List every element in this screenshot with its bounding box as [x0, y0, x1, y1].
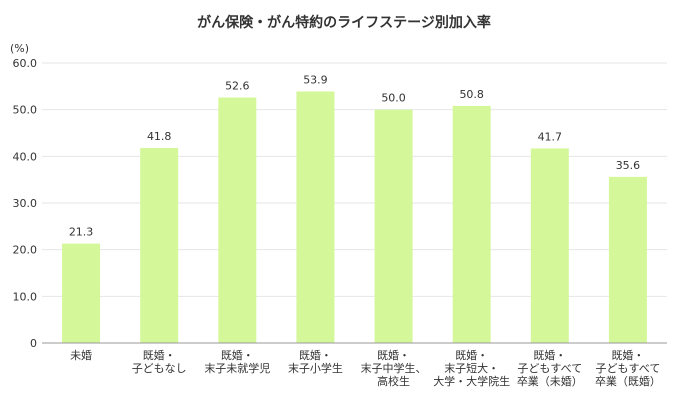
- x-category-label: 子どもすべて: [517, 362, 582, 375]
- x-category-label: 既婚・: [611, 348, 644, 362]
- y-axis-ticks: 0 10.0 20.0 30.0 40.0 50.0 60.0: [13, 57, 38, 350]
- x-category-label: 末子小学生: [288, 361, 343, 375]
- x-category-label: 既婚・: [377, 348, 410, 362]
- x-category-label: 既婚・: [221, 348, 254, 362]
- x-category-label: 大学・大学院生: [433, 374, 510, 388]
- bar: [218, 97, 257, 344]
- chart-title: がん保険・がん特約のライフステージ別加入率: [197, 14, 491, 31]
- y-tick-label: 10.0: [13, 290, 38, 303]
- data-labels: 21.3 41.8 52.6 53.9 50.0 50.8 41.7 35.6: [69, 73, 640, 238]
- x-category-label: 末子中学生、: [361, 361, 427, 375]
- data-label: 41.8: [147, 130, 172, 143]
- data-label: 53.9: [303, 73, 328, 86]
- x-category-label: 卒業（既婚）: [595, 374, 661, 388]
- data-label: 21.3: [69, 226, 94, 239]
- data-label: 41.7: [538, 130, 563, 143]
- bar: [374, 109, 413, 344]
- bar: [62, 243, 101, 343]
- bar: [140, 147, 179, 343]
- y-tick-label: 20.0: [13, 244, 38, 257]
- data-label: 50.8: [459, 88, 484, 101]
- y-tick-label: 50.0: [13, 104, 38, 117]
- x-category-label: 既婚・: [533, 348, 566, 362]
- y-tick-label: 30.0: [13, 197, 38, 210]
- bar: [296, 91, 335, 343]
- x-axis-labels: 未婚 既婚・子どもなし既婚・末子未就学児既婚・末子小学生既婚・末子中学生、高校生既…: [70, 348, 661, 388]
- x-category-label: 高校生: [377, 374, 410, 388]
- x-category-label: 既婚・: [455, 348, 488, 362]
- bars: [62, 91, 647, 344]
- y-axis-unit-label: (%): [10, 42, 29, 55]
- bar: [452, 105, 491, 343]
- x-category-label: 子どもすべて: [596, 362, 661, 375]
- data-label: 50.0: [381, 92, 406, 105]
- gridlines: [42, 62, 667, 297]
- x-category-label: 既婚・: [299, 348, 332, 362]
- x-category-label: 既婚・: [143, 348, 176, 362]
- bar: [608, 176, 647, 343]
- bar: [530, 148, 569, 343]
- y-tick-label: 40.0: [13, 150, 38, 163]
- x-category-label: 未婚: [70, 348, 92, 362]
- x-category-label: 末子未就学児: [204, 361, 270, 375]
- x-category-label: 卒業（未婚）: [517, 374, 583, 388]
- data-label: 52.6: [225, 80, 250, 93]
- x-category-label: 子どもなし: [132, 362, 187, 375]
- y-tick-label: 60.0: [13, 57, 38, 70]
- data-label: 35.6: [616, 159, 641, 172]
- y-tick-label: 0: [30, 337, 37, 350]
- x-category-label: 末子短大・: [444, 361, 499, 375]
